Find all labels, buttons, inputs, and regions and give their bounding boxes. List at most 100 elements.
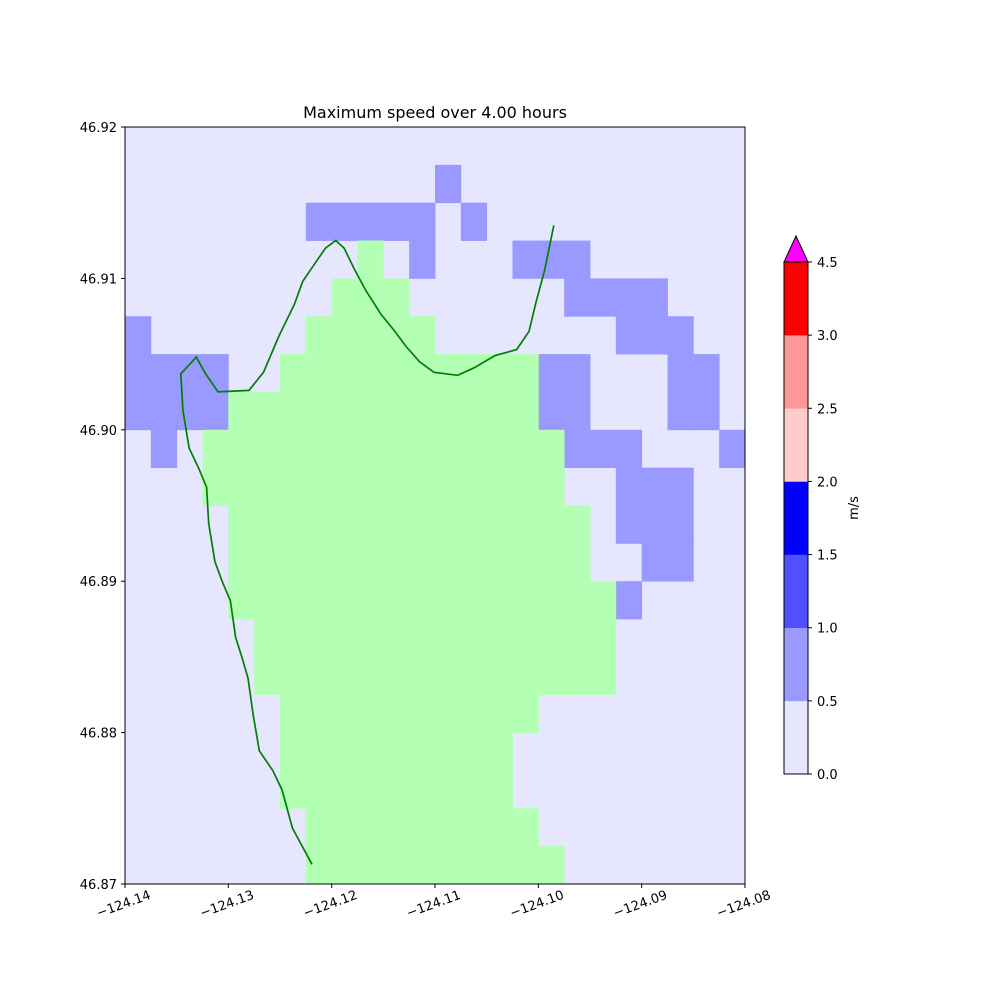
- land-cell: [305, 354, 333, 393]
- speed-cell: [202, 391, 229, 431]
- land-cell: [331, 656, 358, 696]
- land-cell: [486, 467, 513, 506]
- speed-cell: [641, 467, 668, 506]
- land-cell: [435, 619, 462, 658]
- land-cell: [280, 467, 307, 506]
- land-cell: [512, 619, 539, 658]
- land-cell: [460, 656, 488, 696]
- land-cell: [564, 505, 591, 544]
- speed-cell: [667, 505, 694, 544]
- speed-cell: [564, 240, 591, 279]
- land-cell: [512, 846, 539, 885]
- colorbar-frame: [783, 261, 809, 775]
- land-cell: [280, 354, 307, 393]
- land-cell: [331, 808, 358, 847]
- land-cell: [538, 429, 565, 469]
- land-cell: [538, 619, 565, 658]
- speed-cell: [357, 202, 384, 241]
- land-cell: [305, 316, 333, 355]
- land-cell: [357, 316, 384, 355]
- land-cell: [486, 619, 513, 658]
- colorbar-tick-label: 0.5: [817, 695, 838, 710]
- land-cell: [305, 846, 333, 885]
- speed-cell: [590, 278, 617, 317]
- land-cell: [435, 770, 462, 809]
- land-cell: [305, 770, 333, 809]
- land-cell: [486, 656, 513, 696]
- speed-cell: [435, 164, 462, 204]
- land-cell: [512, 391, 539, 431]
- land-cell: [383, 846, 410, 885]
- land-cell: [409, 505, 436, 544]
- land-cell: [305, 581, 333, 620]
- speed-cell: [615, 467, 643, 506]
- land-cell: [331, 619, 358, 658]
- land-cell: [280, 505, 307, 544]
- land-cell: [331, 770, 358, 809]
- land-cell: [357, 391, 384, 431]
- speed-cell: [615, 316, 643, 355]
- speed-cell: [719, 429, 746, 469]
- land-cell: [383, 429, 410, 469]
- land-cell: [331, 316, 358, 355]
- speed-cell: [615, 429, 643, 469]
- speed-cell: [202, 354, 229, 393]
- land-cell: [254, 543, 281, 582]
- land-cell: [357, 543, 384, 582]
- land-cell: [460, 543, 488, 582]
- land-cell: [305, 505, 333, 544]
- land-cell: [305, 467, 333, 506]
- land-cell: [357, 770, 384, 809]
- colorbar-tick-label: 2.5: [817, 402, 838, 417]
- land-cell: [280, 391, 307, 431]
- colorbar-level: [784, 554, 808, 629]
- speed-cell: [564, 391, 591, 431]
- speed-cells: [125, 164, 746, 620]
- colorbar-ticks: 0.0 0.5 1.0 1.5 2.0 2.5 3.0 4.5: [808, 256, 838, 783]
- land-cell: [280, 429, 307, 469]
- land-cell: [460, 770, 488, 809]
- land-cell: [254, 656, 281, 696]
- chart-title: Maximum speed over 4.00 hours: [303, 103, 567, 122]
- speed-cell: [693, 391, 720, 431]
- speed-cell: [615, 278, 643, 317]
- land-cell: [486, 846, 513, 885]
- land-cell: [460, 505, 488, 544]
- land-cell: [254, 581, 281, 620]
- land-cell: [280, 732, 307, 771]
- x-tick-label: −124.09: [611, 888, 669, 921]
- colorbar-tick-label: 1.0: [817, 622, 838, 637]
- land-cell: [280, 581, 307, 620]
- land-cell: [409, 846, 436, 885]
- land-cell: [331, 846, 358, 885]
- land-cell: [538, 505, 565, 544]
- land-cell: [435, 467, 462, 506]
- speed-cell: [641, 543, 668, 582]
- speed-cell: [176, 391, 203, 431]
- colorbar-level: [784, 408, 808, 482]
- land-cell: [280, 694, 307, 733]
- speed-cell: [564, 278, 591, 317]
- land-cell: [435, 656, 462, 696]
- land-cell: [254, 467, 281, 506]
- land-cell: [383, 467, 410, 506]
- land-cell: [331, 278, 358, 317]
- land-cell: [305, 619, 333, 658]
- land-cell: [460, 429, 488, 469]
- land-cell: [357, 656, 384, 696]
- land-cell: [383, 354, 410, 393]
- land-cell: [409, 429, 436, 469]
- y-tick-label: 46.87: [80, 878, 117, 893]
- speed-cell: [305, 202, 333, 241]
- land-cell: [564, 543, 591, 582]
- land-cell: [331, 543, 358, 582]
- land-cell: [331, 391, 358, 431]
- land-cell: [512, 694, 539, 733]
- speed-cell: [409, 202, 436, 241]
- land-cell: [305, 694, 333, 733]
- land-cell: [409, 543, 436, 582]
- land-cell: [564, 619, 591, 658]
- colorbar-label: m/s: [847, 496, 862, 520]
- land-cell: [409, 467, 436, 506]
- speed-cell: [693, 354, 720, 393]
